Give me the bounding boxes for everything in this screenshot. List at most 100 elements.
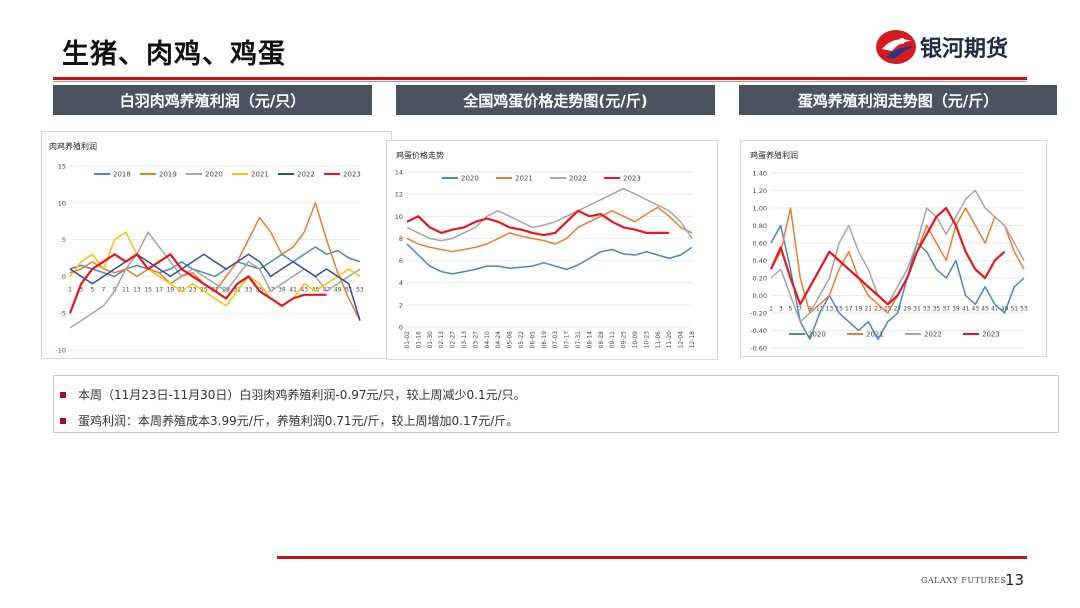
y-tick-label: 14 [395,169,403,177]
legend-label: 2023 [623,175,641,183]
chart-panel-broiler-profit: 肉鸡养殖利润 15 10 5 0 -5 -10 1 3 5 7 9 11 13 15 17 19 21 23 25 2… [41,131,392,359]
y-tick-label: -0.40 [750,327,767,335]
x-tick-label: 51 [1010,306,1018,313]
series-line-2021 [69,231,361,307]
x-tick-label: 25 [884,306,892,313]
legend-label: 2018 [113,171,131,179]
y-tick-label: 6 [399,257,403,265]
x-tick-label: 47 [991,306,999,313]
section-header-broiler-profit: 白羽肉鸡养殖利润（元/只） [53,85,372,115]
brand-logo: 银河期货 [874,27,1034,67]
y-tick-label: 0 [399,324,403,332]
x-tick-label: 02-27 [450,331,457,349]
x-tick-label: 27 [894,306,902,313]
series-line-2020 [770,224,1025,341]
x-tick-label: 5 [90,286,94,293]
x-tick-label: 43 [972,306,980,313]
series-line-2020 [406,243,693,275]
x-tick-label: 3 [779,306,783,313]
x-tick-label: 04-24 [495,331,502,349]
x-tick-label: 7 [102,286,106,293]
x-tick-label: 21 [178,286,186,293]
series-line-2021 [406,206,693,253]
chart-panel-layer-profit: 鸡蛋养殖利润 1.40 1.20 1.00 0.80 0.60 0.40 0.20 0.00 -… [740,140,1047,357]
x-tick-label: 03-13 [461,331,468,349]
x-tick-label: 41 [289,286,297,293]
x-tick-label: 29 [903,306,911,313]
x-tick-label: 07-17 [564,331,571,349]
x-tick-label: 23 [874,306,882,313]
page-title: 生猪、肉鸡、鸡蛋 [62,39,286,70]
x-tick-label: 12-04 [678,331,685,349]
y-tick-label: 1.20 [753,187,767,195]
y-tick-label: -0.60 [750,345,767,353]
layer-profit-chart: 1.40 1.20 1.00 0.80 0.60 0.40 0.20 0.00 -0.20 -0.… [750,170,1028,353]
galaxy-logo-icon [876,30,916,64]
x-tick-label: 11-20 [666,331,673,349]
y-tick-label: 2 [399,301,403,309]
legend-label: 2020 [205,171,223,179]
top-divider-thin [53,81,1027,82]
x-tick-label: 08-14 [586,331,593,349]
y-tick-label: 0.40 [753,257,767,265]
note-text: 蛋鸡利润：本周养殖成本3.99元/斤，养殖利润0.71元/斤，较上周增加0.17… [78,414,519,428]
y-tick-label: 0.60 [753,240,767,248]
x-tick-label: 9 [808,306,812,313]
series-line-2018 [69,246,361,278]
x-tick-label: 02-13 [438,331,445,349]
series-line-2023 [68,253,327,314]
y-tick-label: -5 [60,310,66,318]
bullet-icon [60,417,66,424]
series-line-2023 [769,206,1006,306]
page-number: 13 [1005,571,1025,589]
x-tick-label: 23 [189,286,197,293]
x-tick-label: 35 [933,306,941,313]
x-tick-label: 33 [923,306,931,313]
legend-label: 2020 [808,331,826,339]
x-tick-label: 49 [1001,306,1009,313]
x-tick-label: 17 [845,306,853,313]
x-tick-label: 39 [278,286,286,293]
footer-brand: GALAXY FUTURES [921,576,1007,585]
x-tick-label: 5 [789,306,793,313]
y-tick-label: 5 [62,236,66,244]
y-tick-label: -0.20 [750,310,767,318]
x-tick-label: 47 [323,286,331,293]
x-tick-label: 51 [345,286,353,293]
legend-label: 2022 [297,171,315,179]
legend-label: 2021 [866,331,884,339]
y-tick-label: 4 [399,279,403,287]
x-tick-label: 33 [245,286,253,293]
x-tick-label: 06-05 [529,331,536,349]
x-tick-label: 19 [855,306,863,313]
x-tick-label: 13 [133,286,141,293]
y-tick-label: 10 [58,199,66,207]
y-tick-label: 8 [399,235,403,243]
x-tick-label: 12-18 [689,331,696,349]
x-tick-label: 10-23 [643,331,650,349]
x-tick-label: 37 [942,306,950,313]
x-tick-label: 01-30 [427,331,434,349]
logo-text: 银河期货 [920,37,1009,62]
x-tick-label: 06-19 [541,331,548,349]
x-tick-label: 07-31 [575,331,582,349]
series-line-2022 [69,253,361,321]
legend-label: 2019 [159,171,177,179]
x-tick-label: 17 [155,286,163,293]
note-item: 本周（11月23日-11月30日）白羽肉鸡养殖利润-0.97元/只，较上周减少0… [60,386,526,403]
y-tick-label: 1.40 [753,170,767,178]
legend-label: 2020 [461,175,479,183]
y-tick-label: 0.00 [753,292,767,300]
x-tick-label: 25 [200,286,208,293]
x-tick-label: 49 [334,286,342,293]
x-tick-label: 19 [167,286,175,293]
x-tick-label: 01-02 [404,331,411,349]
top-divider [53,77,1027,80]
x-tick-label: 13 [826,306,834,313]
x-tick-label: 07-03 [552,331,559,349]
section-header-egg-price: 全国鸡蛋价格走势图(元/斤) [396,85,715,115]
x-tick-label: 09-25 [621,331,628,349]
x-tick-label: 08-28 [598,331,605,349]
x-tick-label: 11 [816,306,824,313]
chart-title: 鸡蛋养殖利润 [750,151,798,160]
